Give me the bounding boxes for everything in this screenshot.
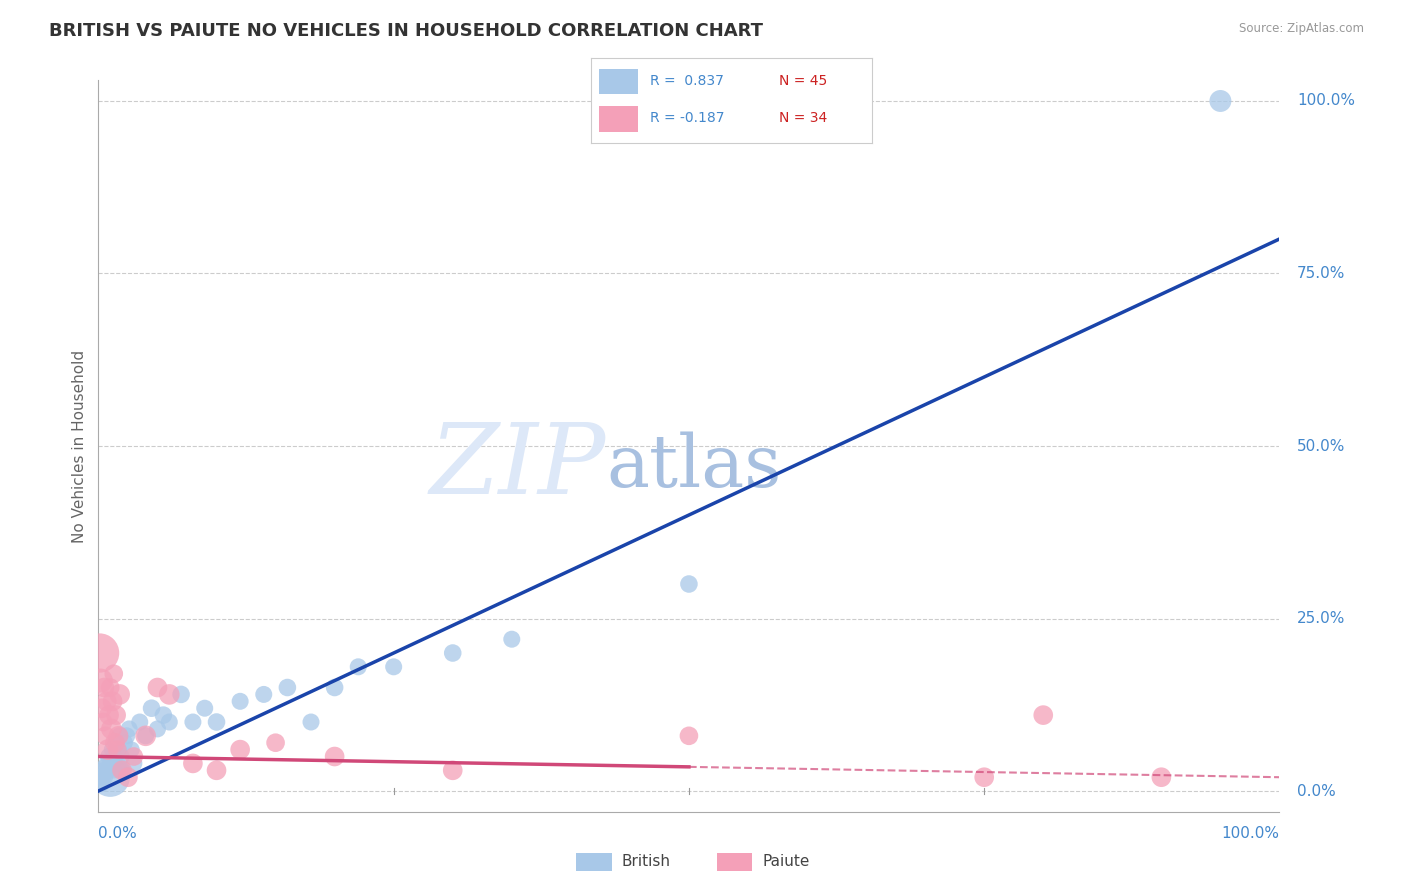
Point: [117, 770, 139, 784]
Point: [107, 742, 129, 756]
Bar: [599, 106, 638, 132]
Point: [90, 770, 112, 784]
Point: [91, 770, 114, 784]
Point: [98, 770, 121, 784]
Point: [157, 687, 180, 701]
Point: [323, 749, 346, 764]
Point: [1209, 94, 1232, 108]
Point: [170, 687, 193, 701]
Point: [105, 708, 128, 723]
Point: [118, 722, 141, 736]
Point: [98, 708, 121, 723]
Point: [101, 742, 124, 756]
Point: [181, 756, 204, 771]
Point: [94, 770, 117, 784]
Point: [103, 764, 125, 778]
Point: [90, 673, 112, 688]
Point: [229, 694, 252, 708]
Text: R = -0.187: R = -0.187: [650, 112, 724, 125]
Point: [111, 764, 134, 778]
Point: [97, 742, 120, 756]
Point: [121, 742, 143, 756]
Point: [112, 736, 135, 750]
Point: [157, 714, 180, 729]
Point: [1032, 708, 1054, 723]
Point: [96, 694, 118, 708]
Point: [347, 660, 370, 674]
Point: [108, 729, 131, 743]
Point: [104, 736, 127, 750]
Point: [122, 749, 145, 764]
Point: [111, 764, 134, 778]
Text: R =  0.837: R = 0.837: [650, 74, 724, 87]
Point: [105, 742, 128, 756]
Point: [93, 681, 115, 695]
Point: [105, 756, 128, 771]
Text: N = 34: N = 34: [779, 112, 827, 125]
Point: [89, 646, 111, 660]
Text: ZIP: ZIP: [430, 419, 606, 515]
Point: [100, 756, 122, 771]
Point: [299, 714, 322, 729]
Point: [323, 681, 346, 695]
Point: [91, 777, 114, 791]
Point: [98, 749, 121, 764]
Point: [1150, 770, 1173, 784]
Point: [146, 681, 169, 695]
Point: [135, 729, 157, 743]
Point: [101, 694, 124, 708]
Point: [115, 729, 138, 743]
Text: 75.0%: 75.0%: [1298, 266, 1346, 281]
Point: [678, 577, 700, 591]
Bar: [599, 69, 638, 95]
Point: [141, 701, 163, 715]
Point: [98, 681, 121, 695]
Point: [205, 764, 228, 778]
Point: [441, 764, 464, 778]
Point: [382, 660, 405, 674]
Point: [91, 714, 114, 729]
Point: [104, 749, 127, 764]
Point: [152, 708, 174, 723]
Point: [107, 729, 129, 743]
Text: BRITISH VS PAIUTE NO VEHICLES IN HOUSEHOLD CORRELATION CHART: BRITISH VS PAIUTE NO VEHICLES IN HOUSEHO…: [49, 22, 763, 40]
Point: [97, 764, 120, 778]
Text: Source: ZipAtlas.com: Source: ZipAtlas.com: [1239, 22, 1364, 36]
Text: 0.0%: 0.0%: [1298, 783, 1336, 798]
Y-axis label: No Vehicles in Household: No Vehicles in Household: [72, 350, 87, 542]
Point: [105, 736, 128, 750]
Point: [108, 687, 131, 701]
Point: [181, 714, 204, 729]
Point: [135, 729, 157, 743]
Point: [441, 646, 464, 660]
Point: [93, 764, 115, 778]
Point: [973, 770, 995, 784]
Text: 100.0%: 100.0%: [1222, 825, 1279, 840]
Point: [264, 736, 287, 750]
Point: [103, 666, 125, 681]
Text: atlas: atlas: [606, 432, 782, 502]
Text: British: British: [621, 855, 671, 869]
Point: [229, 742, 252, 756]
Point: [194, 701, 217, 715]
Text: 50.0%: 50.0%: [1298, 439, 1346, 453]
Point: [128, 714, 150, 729]
Point: [122, 756, 145, 771]
Text: 0.0%: 0.0%: [98, 825, 138, 840]
Point: [501, 632, 523, 647]
Text: 25.0%: 25.0%: [1298, 611, 1346, 626]
Text: 100.0%: 100.0%: [1298, 94, 1355, 109]
Point: [110, 749, 132, 764]
Text: N = 45: N = 45: [779, 74, 827, 87]
Point: [100, 722, 122, 736]
Point: [205, 714, 228, 729]
Point: [91, 701, 114, 715]
Point: [146, 722, 169, 736]
Point: [276, 681, 298, 695]
Point: [94, 729, 117, 743]
Point: [253, 687, 276, 701]
Point: [96, 756, 118, 771]
Text: Paiute: Paiute: [762, 855, 810, 869]
Point: [678, 729, 700, 743]
